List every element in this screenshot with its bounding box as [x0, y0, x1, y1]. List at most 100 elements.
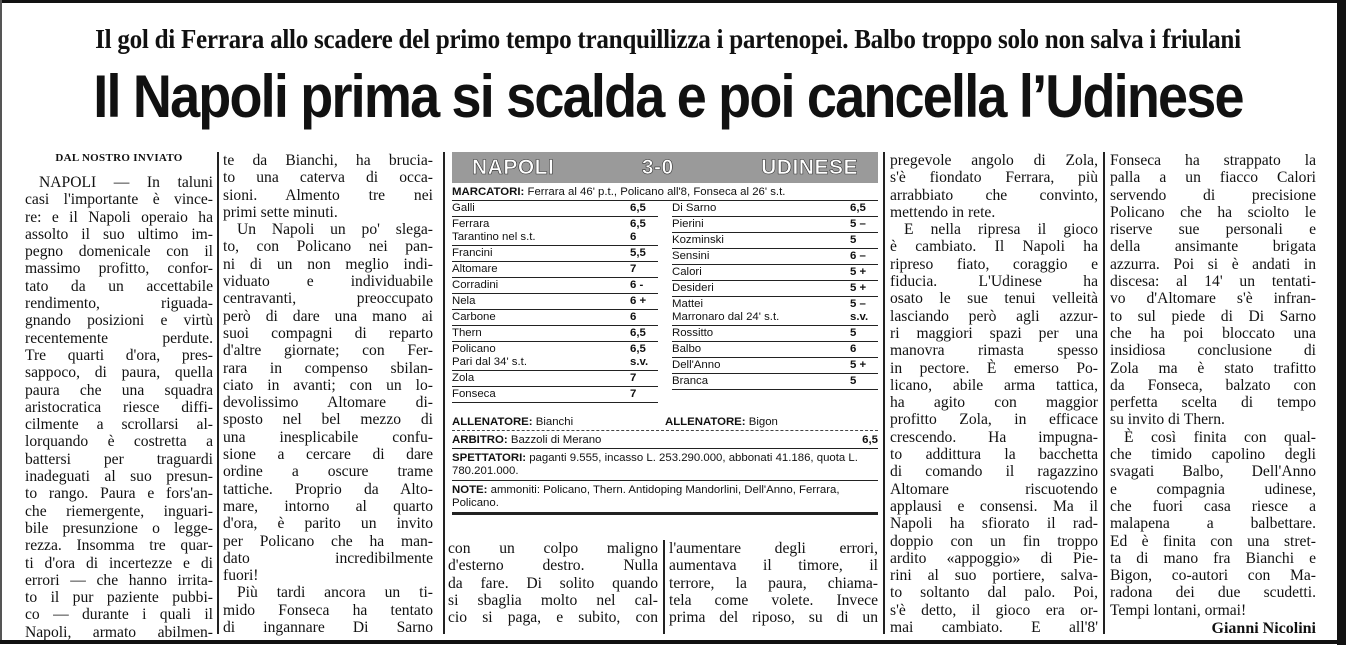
away-team: UDINESE [761, 155, 858, 179]
player-rating: Ferrara 6,5 [452, 218, 656, 231]
player-rating: Nela 6 + [452, 294, 658, 310]
text-line: d'ora, è parito un invito [223, 515, 433, 533]
text-line: arrabbiato che convinto, [890, 186, 1098, 204]
text-line: Altomare riscuotendo [890, 480, 1098, 498]
text-line: mare, intorno al quarto [223, 497, 433, 515]
text-line: che riemergente, inguari- [25, 502, 213, 520]
player-vote: 5 + [850, 359, 867, 371]
text-line: sposto nel bel mezzo di [223, 411, 433, 429]
text-line: aumentava il timore, il [669, 557, 878, 575]
player-name: Sensini [672, 250, 710, 262]
text-line: Fonseca ha strappato la [1110, 152, 1316, 169]
text-line: applausi e consensi. Ma il [890, 497, 1098, 515]
player-name: Di Sarno [672, 202, 717, 214]
text-line: ti d'ora di incertezze e di [25, 554, 213, 572]
player-name: Fonseca [452, 388, 496, 400]
text-line: da fare. Di solito quando [448, 574, 658, 592]
player-name: Carbone [452, 311, 496, 323]
text-line: devolissimo Altomare di- [223, 394, 433, 412]
player-name: Branca [672, 375, 709, 387]
player-vote: 6,5 [850, 202, 866, 214]
player-name: Rossitto [672, 327, 714, 339]
player-name: Balbo [672, 343, 702, 355]
text-line: re: e il Napoli operaio ha [25, 208, 213, 226]
text-line: to sul piede di Di Sarno [1110, 307, 1316, 325]
player-name: Desideri [672, 282, 714, 294]
player-name: Thern [452, 327, 482, 339]
player-rating: Branca 5 [672, 374, 878, 390]
spectators-label: SPETTATORI: [452, 452, 527, 464]
text-line: osato le sue tenui velleità [890, 290, 1098, 308]
substitute-vote: 6 [630, 231, 637, 243]
subheadline: Il gol di Ferrara allo scadere del primo… [95, 24, 1241, 54]
text-line: s'è fiondato Ferrara, più [890, 169, 1098, 187]
text-line: rara in compenso sbilan- [223, 359, 433, 377]
text-line: tato da un accettabile [25, 277, 213, 295]
text-line: mai cambiato. E all'8' [890, 619, 1098, 637]
scorecard: NAPOLI 3-0 UDINESE MARCATORI: Ferrara al… [452, 152, 878, 515]
text-line: gnando posizioni e virtù [25, 312, 213, 330]
text-line: da Fonseca, balzato con [1110, 376, 1316, 394]
text-line: in pectore. È emerso Po- [890, 359, 1098, 377]
spectators-text: paganti 9.555, incasso L. 253.290.000, a… [452, 452, 858, 477]
referee-line: ARBITRO: Bazzoli di Merano 6,5 [452, 431, 878, 449]
article-column-6: Fonseca ha strappato la palla a un fiacco… [1110, 152, 1316, 637]
player-name: Kozminski [672, 234, 724, 246]
final-score: 3-0 [641, 155, 674, 179]
player-vote: 5 [850, 375, 857, 387]
article-column-5: pregevole angolo di Zola, s'è fiondato Fe… [890, 152, 1098, 636]
text-line: Tempi lontani, ormai! [1110, 601, 1247, 619]
player-name: Dell'Anno [672, 359, 721, 371]
text-line: manovra rimasta spesso [890, 342, 1098, 360]
text-line: su invito di Thern. [1110, 411, 1225, 429]
player-vote: 5 [850, 234, 857, 246]
player-name: Calori [672, 266, 702, 278]
text-line: Zola ma è stato trafitto [1110, 359, 1316, 377]
player-row-with-sub: Policano 6,5 Pari dal 34' s.t. s.v. [452, 342, 658, 371]
text-line: NAPOLI — In taluni [39, 174, 213, 191]
text-line: di comando il ragazzino [890, 463, 1098, 481]
referee-name: Bazzoli di Merano [510, 434, 602, 446]
text-line: ta di mano fra Bianchi e [1110, 549, 1316, 567]
scorers-text: Ferrara al 46' p.t., Policano all'8, Fon… [527, 186, 786, 198]
text-line: è cambiato. Il Napoli ha [890, 238, 1098, 256]
text-line: l'aumentare degli errori, [669, 540, 878, 557]
text-line: viduato e individuabile [223, 273, 433, 291]
substitute-name: Marronaro dal 24' s.t. [672, 311, 780, 323]
text-line: cilmente a scrollarsi al- [25, 416, 213, 434]
text-line: errori — che hanno irrita- [25, 571, 213, 589]
text-line: Policano che ha sciolto le [1110, 203, 1316, 221]
notes-label: NOTE: [452, 484, 488, 496]
player-name: Ferrara [452, 218, 490, 230]
player-rating: Corradini 6 - [452, 278, 658, 294]
text-line: bile presunzione o legge- [25, 519, 213, 537]
text-line: mettendo in rete. [890, 203, 996, 221]
text-line: mido Fonseca ha tentato [223, 601, 433, 619]
text-line: si sbaglia molto nel cal- [448, 591, 658, 609]
text-line: sioni. Almento tre nei [223, 186, 433, 204]
text-line: centravanti, preoccupato [223, 290, 433, 308]
substitute-rating: Marronaro dal 24' s.t. s.v. [672, 311, 876, 324]
player-name: Corradini [452, 279, 499, 291]
text-line: rini al suo portiere, salva- [890, 567, 1098, 585]
player-vote: 5 [850, 327, 857, 339]
text-line: ni di un non meglio indi- [223, 255, 433, 273]
text-line: sappoco, di paura, quella [25, 364, 213, 382]
text-line: perfetta scelta di tempo [1110, 394, 1316, 412]
player-row-with-sub: Ferrara 6,5 Tarantino nel s.t. 6 [452, 217, 658, 246]
text-line: Un Napoli un po' slega- [237, 221, 433, 239]
player-name: Policano [452, 343, 496, 355]
player-rating: Dell'Anno 5 + [672, 358, 878, 374]
text-line: to il pur paziente pubbi- [25, 589, 213, 607]
text-line: ardito «appoggio» di Pie- [890, 549, 1098, 567]
referee-label: ARBITRO: [452, 434, 508, 446]
text-line: co — durante i quali il [25, 606, 213, 624]
player-name: Zola [452, 372, 475, 384]
text-line: d'esterno destro. Nulla [448, 557, 658, 575]
notes-text: ammoniti: Policano, Thern. Antidoping Ma… [452, 484, 840, 509]
article-column-1: NAPOLI — In taluni casi l'importante è vi… [25, 174, 213, 641]
text-line: radona dei due scudetti. [1110, 584, 1316, 602]
text-line: discesa: al 14' un tentati- [1110, 273, 1316, 291]
player-vote: 5 – [850, 218, 866, 230]
away-coach: Bigon [748, 416, 778, 428]
